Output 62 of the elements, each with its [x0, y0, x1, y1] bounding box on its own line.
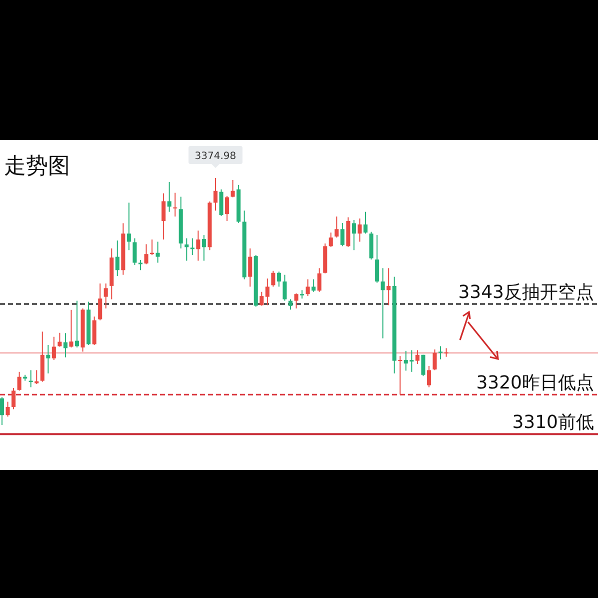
candlestick	[132, 238, 137, 266]
candlestick	[358, 218, 362, 242]
candlestick	[248, 248, 252, 288]
candlestick	[219, 188, 224, 217]
candlestick	[230, 179, 235, 198]
candlestick	[213, 178, 218, 212]
annotation: 3374.98	[188, 146, 242, 168]
candlestick	[167, 181, 172, 212]
candlestick	[271, 270, 276, 288]
candlestick	[375, 234, 380, 284]
candlestick	[312, 278, 316, 292]
candlestick	[144, 244, 148, 265]
chart-title: 走势图	[4, 154, 70, 179]
candlestick	[438, 346, 443, 360]
candlestick	[276, 271, 281, 288]
candlestick	[63, 332, 68, 358]
candlestick	[328, 232, 333, 248]
candlestick	[421, 354, 426, 377]
ref-line-label: 3320昨日低点	[476, 372, 594, 394]
candlestick	[98, 282, 102, 321]
candlestick	[184, 238, 189, 262]
candlestick	[202, 234, 206, 262]
candlestick	[0, 396, 4, 426]
candlestick	[162, 192, 166, 240]
candlestick	[115, 240, 120, 277]
candlestick	[6, 401, 10, 418]
candlestick	[92, 316, 96, 346]
candlestick	[260, 291, 264, 306]
candlestick	[398, 356, 402, 396]
candlestick	[415, 350, 420, 364]
candlestick	[74, 300, 80, 348]
candlestick	[282, 274, 287, 302]
candlestick	[196, 230, 200, 262]
candlestick	[12, 387, 16, 410]
candlestick	[288, 298, 293, 310]
candlestick	[17, 371, 22, 392]
candlestick	[225, 196, 230, 222]
candlestick	[426, 365, 431, 388]
candlestick	[265, 278, 270, 306]
candlestick	[34, 370, 39, 384]
candlestick	[69, 309, 74, 348]
candlestick	[190, 238, 194, 256]
candlestick	[138, 260, 142, 271]
candlestick	[306, 278, 310, 297]
candlestick	[432, 348, 437, 371]
candlestick	[126, 202, 131, 251]
ref-line-label: 3343反抽开空点	[458, 282, 594, 303]
candlestick	[173, 192, 178, 218]
candlestick	[380, 268, 385, 339]
candlestick	[52, 336, 56, 361]
candlestick	[334, 216, 339, 238]
candlestick	[294, 292, 298, 309]
ref-line-label: 3310前低	[512, 412, 594, 434]
candlestick	[352, 219, 356, 251]
candlestick	[104, 282, 108, 309]
candlestick	[363, 211, 368, 234]
candlestick	[46, 344, 50, 374]
candlestick	[386, 268, 391, 306]
candlestick	[156, 241, 160, 264]
candlestick	[444, 348, 448, 358]
candlestick	[317, 268, 322, 292]
candlestick	[340, 222, 344, 247]
